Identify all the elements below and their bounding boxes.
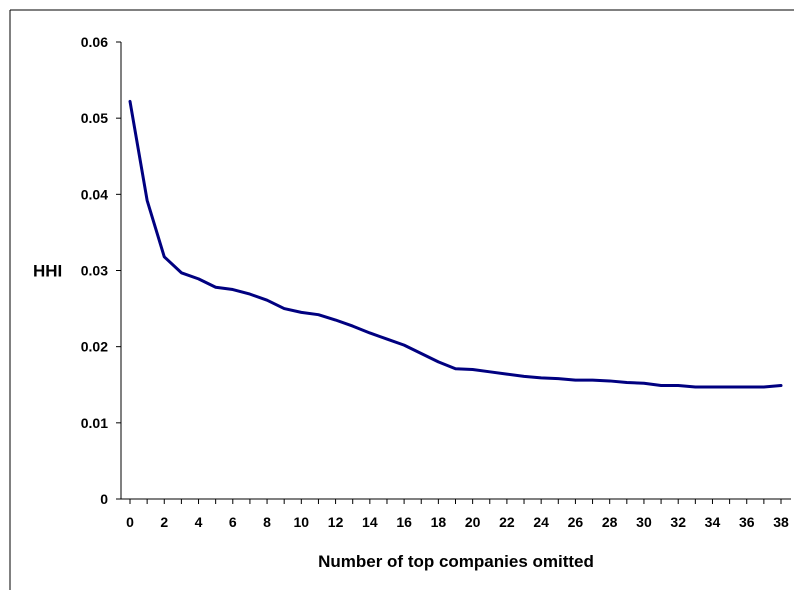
x-tick-label: 12 [328, 514, 344, 530]
x-tick-label: 32 [670, 514, 686, 530]
x-tick-label: 20 [465, 514, 481, 530]
hhi-series-line [128, 99, 783, 389]
x-axis-label: Number of top companies omitted [318, 552, 594, 571]
y-tick-label: 0.02 [81, 339, 108, 355]
x-tick-label: 16 [396, 514, 412, 530]
x-tick-label: 24 [533, 514, 549, 530]
y-tick-label: 0.04 [81, 186, 108, 202]
x-tick-label: 38 [773, 514, 789, 530]
x-tick-label: 22 [499, 514, 515, 530]
x-axis: 0 2 4 6 8 10 12 14 16 18 20 22 24 26 28 30 32 34 36 38 [121, 498, 791, 530]
y-tick-label: 0.01 [81, 415, 108, 431]
x-tick-label: 36 [739, 514, 755, 530]
series-layer [128, 99, 783, 389]
x-tick-label: 6 [229, 514, 237, 530]
x-tick-label: 30 [636, 514, 652, 530]
x-tick-label: 8 [263, 514, 271, 530]
x-tick-label: 28 [602, 514, 618, 530]
x-tick-label: 0 [126, 514, 134, 530]
x-tick-label: 34 [705, 514, 721, 530]
x-tick-label: 2 [160, 514, 168, 530]
x-tick-label: 18 [431, 514, 447, 530]
x-tick-label: 14 [362, 514, 378, 530]
x-tick-label: 26 [568, 514, 584, 530]
y-tick-label: 0.05 [81, 110, 108, 126]
x-tick-label: 4 [195, 514, 203, 530]
y-axis-label: HHI [33, 262, 62, 281]
y-tick-label: 0.06 [81, 34, 108, 50]
x-tick-label: 10 [294, 514, 310, 530]
chart-frame [9, 9, 794, 590]
y-tick-label: 0 [100, 491, 108, 507]
y-tick-label: 0.03 [81, 263, 108, 279]
y-axis: 0 0.01 0.02 0.03 0.04 0.05 0.06 [81, 34, 122, 507]
